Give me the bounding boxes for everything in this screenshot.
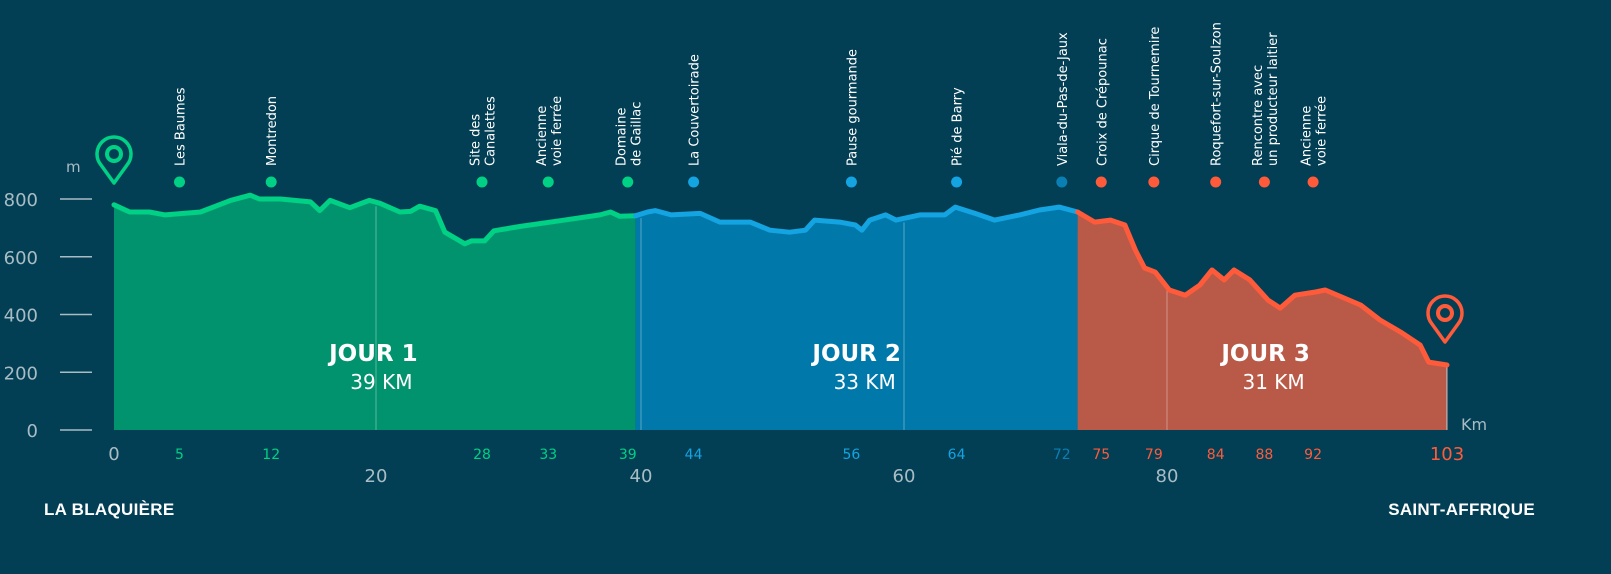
waypoint-name: Site des <box>469 114 484 166</box>
waypoint-name: Cirque de Tournemire <box>1148 27 1163 166</box>
waypoint-dot <box>174 176 185 188</box>
waypoint-km-label: 33 <box>539 447 557 463</box>
waypoint-name: Rencontre avec <box>1251 65 1266 166</box>
y-axis-label: m <box>66 158 81 176</box>
waypoint-km-label: 28 <box>473 447 491 463</box>
waypoint-name: Ancienne <box>535 106 550 166</box>
day-2-elevation-line <box>633 204 1081 235</box>
day-1-elevation-line <box>111 192 639 247</box>
waypoint-name: Viala-du-Pas-de-Jaux <box>1056 32 1071 166</box>
waypoint-dot <box>1307 176 1319 188</box>
waypoint-dot <box>1148 176 1160 188</box>
x-tick-label: 60 <box>893 466 916 487</box>
waypoint-name: un producteur laitier <box>1266 32 1281 166</box>
day-distance: 39 KM <box>350 370 412 394</box>
waypoint-km-label: 56 <box>842 447 860 463</box>
waypoint-dot <box>542 176 554 188</box>
waypoint-km-label: 64 <box>948 447 966 463</box>
waypoint-km-label: 39 <box>619 447 637 463</box>
start-location-pin-icon <box>95 135 133 185</box>
waypoint-km-label: 12 <box>262 447 280 463</box>
y-tick-label: 400 <box>4 306 38 327</box>
waypoint-dot <box>845 176 857 188</box>
waypoint-name: Pié de Barry <box>951 87 966 166</box>
day-title: JOUR 3 <box>1219 341 1310 367</box>
day-3-area <box>1077 212 1447 430</box>
day-title: JOUR 2 <box>810 341 901 367</box>
waypoint-dot <box>688 176 700 188</box>
x-start-label: 0 <box>108 444 119 465</box>
waypoint-dot <box>1095 176 1107 188</box>
day-distance: 31 KM <box>1243 370 1305 394</box>
y-tick-label: 200 <box>4 363 38 384</box>
waypoint-name: Croix de Crépounac <box>1095 38 1110 166</box>
day-2-area <box>635 207 1078 430</box>
day-title: JOUR 1 <box>327 341 418 367</box>
waypoint-km-label: 92 <box>1304 447 1322 463</box>
end-location-pin-icon <box>1426 294 1464 344</box>
waypoint-name: voie ferrée <box>550 96 565 166</box>
day-distance: 33 KM <box>834 370 896 394</box>
y-tick-label: 0 <box>27 421 38 442</box>
waypoint-dot <box>1210 176 1222 188</box>
day-1-area <box>114 195 636 430</box>
waypoint-name: voie ferrée <box>1315 96 1330 166</box>
waypoint-name: Montredon <box>265 96 280 166</box>
waypoint-km-label: 75 <box>1092 447 1110 463</box>
waypoint-km-label: 88 <box>1255 447 1273 463</box>
waypoint-dot <box>1056 176 1068 188</box>
waypoint-name: de Gaillac <box>629 102 644 166</box>
waypoint-name: Pause gourmande <box>845 49 860 166</box>
y-tick-label: 600 <box>4 248 38 269</box>
end-location-name: SAINT-AFFRIQUE <box>1388 500 1535 519</box>
waypoint-name: Ancienne <box>1300 106 1315 166</box>
x-tick-label: 80 <box>1156 466 1179 487</box>
waypoint-name: Domaine <box>614 108 629 166</box>
waypoint-dot <box>265 176 277 188</box>
waypoint-dot <box>476 176 488 188</box>
waypoint-name: La Couvertoirade <box>688 54 703 166</box>
waypoint-km-label: 84 <box>1207 447 1225 463</box>
waypoint-dot <box>622 176 634 188</box>
waypoint-name: Roquefort-sur-Soulzon <box>1210 22 1225 166</box>
waypoint-dot <box>951 176 963 188</box>
x-end-label: 103 <box>1430 444 1464 465</box>
waypoint-dot <box>1258 176 1270 188</box>
x-axis-label: Km <box>1461 415 1487 434</box>
waypoint-name: Canalettes <box>484 96 499 166</box>
start-location-name: LA BLAQUIÈRE <box>44 500 175 519</box>
y-tick-label: 800 <box>4 190 38 211</box>
x-tick-label: 20 <box>365 466 388 487</box>
waypoint-km-label: 44 <box>685 447 703 463</box>
waypoint-km-label: 72 <box>1053 447 1071 463</box>
waypoint-km-label: 79 <box>1145 447 1163 463</box>
waypoint-km-label: 5 <box>175 447 184 463</box>
day-3-elevation-line <box>1075 209 1450 368</box>
waypoint-name: Les Baumes <box>174 87 189 166</box>
x-tick-label: 40 <box>630 466 653 487</box>
